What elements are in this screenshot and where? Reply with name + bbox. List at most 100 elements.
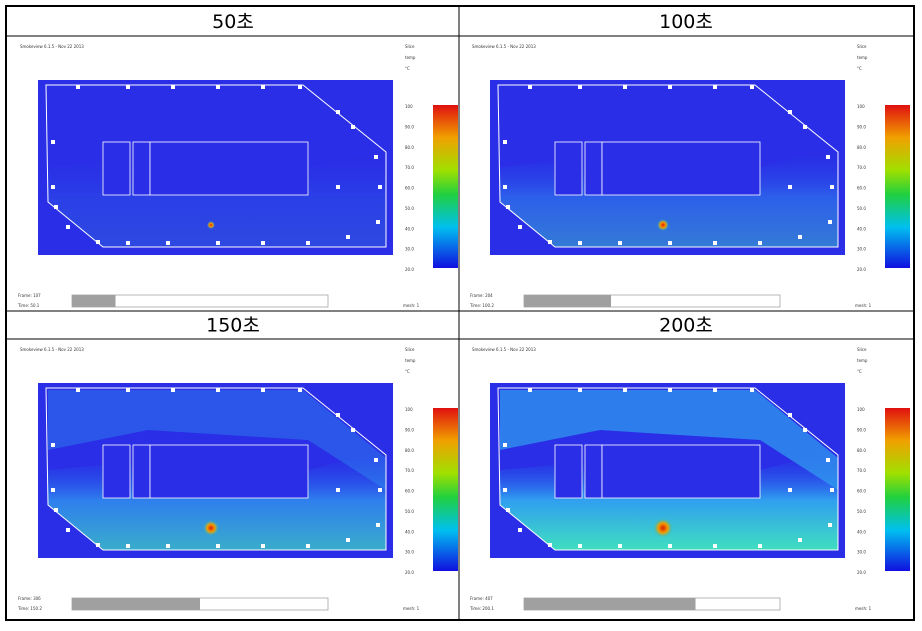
colorbar-label: 30.0	[405, 247, 414, 252]
slice-label: °C	[857, 369, 862, 374]
vent	[261, 544, 265, 548]
progress-fill	[72, 295, 116, 307]
screenshot: Smokeview 6.1.5 - Nov 22 2013 Slice temp °C…	[469, 347, 910, 611]
panel-header: 200초	[659, 315, 713, 337]
vent	[346, 538, 350, 542]
fire-source	[657, 219, 669, 231]
vent	[66, 225, 70, 229]
slice-label: temp	[857, 358, 868, 363]
vent	[713, 85, 717, 89]
time-label: Time: 100.2	[469, 303, 494, 308]
vent	[623, 388, 627, 392]
colorbar	[433, 105, 458, 268]
colorbar-label: 60.0	[405, 186, 414, 191]
vent	[376, 220, 380, 224]
colorbar-label: 20.0	[405, 570, 414, 575]
vent	[51, 140, 55, 144]
vent	[528, 388, 532, 392]
colorbar-label: 90.0	[405, 427, 414, 432]
obstacle	[584, 444, 603, 499]
progress-fill	[524, 598, 696, 610]
vent	[828, 220, 832, 224]
vent	[528, 85, 532, 89]
vent	[506, 205, 510, 209]
smoke	[48, 390, 386, 490]
colorbar-label: 60.0	[405, 489, 414, 494]
colorbar-label: 50.0	[405, 206, 414, 211]
vent	[76, 85, 80, 89]
screenshot: Smokeview 6.1.5 - Nov 22 2013 Slice temp °C…	[17, 347, 458, 611]
progress-fill	[72, 598, 200, 610]
vent	[54, 205, 58, 209]
slice-label: °C	[405, 369, 410, 374]
colorbar	[885, 408, 910, 571]
slice-label: Slice	[405, 347, 415, 352]
fire-source	[653, 518, 673, 538]
colorbar-label: 100	[405, 407, 413, 412]
obstacle	[102, 444, 131, 499]
vent	[216, 544, 220, 548]
colorbar-label: 90.0	[857, 427, 866, 432]
vent	[216, 388, 220, 392]
vent	[336, 413, 340, 417]
vent	[618, 241, 622, 245]
vent	[336, 488, 340, 492]
vent	[216, 85, 220, 89]
vent	[788, 185, 792, 189]
vent	[216, 241, 220, 245]
vent	[503, 140, 507, 144]
vent	[713, 388, 717, 392]
vent	[713, 241, 717, 245]
slice-label: temp	[405, 358, 416, 363]
colorbar-label: 90.0	[405, 124, 414, 129]
vent	[668, 388, 672, 392]
vent	[758, 241, 762, 245]
vent	[798, 235, 802, 239]
obstacle	[584, 141, 603, 196]
vent	[668, 241, 672, 245]
vent	[830, 488, 834, 492]
slice-label: Slice	[405, 44, 415, 49]
vent	[503, 185, 507, 189]
colorbar-label: 80.0	[405, 448, 414, 453]
colorbar-label: 20.0	[857, 267, 866, 272]
fire-source	[207, 221, 215, 229]
app-title: Smokeview 6.1.5 - Nov 22 2013	[20, 44, 84, 49]
colorbar-label: 100	[405, 104, 413, 109]
vent	[378, 185, 382, 189]
vent	[578, 85, 582, 89]
obstacle	[132, 444, 151, 499]
frame-label: Frame: 204	[470, 293, 493, 298]
colorbar-label: 80.0	[857, 145, 866, 150]
vent	[306, 241, 310, 245]
colorbar-label: 50.0	[405, 509, 414, 514]
frame-label: Frame: 306	[18, 596, 41, 601]
vent	[750, 85, 754, 89]
obstacle	[554, 444, 583, 499]
vent	[548, 240, 552, 244]
mesh-label: mesh: 1	[403, 303, 420, 308]
colorbar-label: 60.0	[857, 186, 866, 191]
colorbar-label: 40.0	[857, 226, 866, 231]
colorbar-label: 80.0	[857, 448, 866, 453]
vent	[261, 241, 265, 245]
colorbar-label: 20.0	[405, 267, 414, 272]
vent	[788, 110, 792, 114]
slice-label: temp	[405, 55, 416, 60]
time-label: Time: 200.1	[469, 606, 494, 611]
screenshot: Smokeview 6.1.5 - Nov 22 2013 Slice temp °C…	[469, 44, 910, 308]
vent	[51, 185, 55, 189]
vent	[351, 428, 355, 432]
vent	[306, 544, 310, 548]
colorbar-label: 60.0	[857, 489, 866, 494]
vent	[826, 458, 830, 462]
vent	[503, 443, 507, 447]
vent	[803, 125, 807, 129]
colorbar-label: 90.0	[857, 124, 866, 129]
vent	[171, 388, 175, 392]
slice-label: Slice	[857, 44, 867, 49]
panel-header: 50초	[212, 11, 254, 33]
colorbar	[885, 105, 910, 268]
slice-label: temp	[857, 55, 868, 60]
